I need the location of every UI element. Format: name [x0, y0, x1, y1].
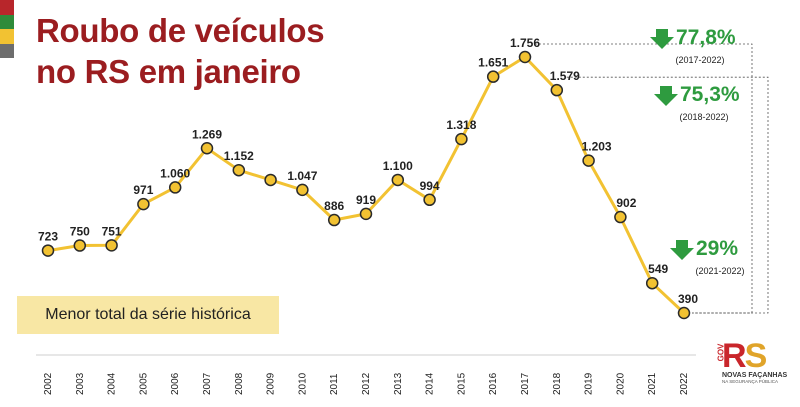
data-label: 750	[70, 225, 90, 239]
data-label: 549	[648, 262, 668, 276]
note-box: Menor total da série histórica	[17, 296, 279, 334]
x-tick-label: 2007	[202, 372, 213, 395]
data-label: 1.100	[383, 159, 413, 173]
flag-bar	[0, 0, 14, 58]
data-point	[455, 132, 468, 146]
x-tick-label: 2013	[393, 372, 404, 395]
pct-change-label: 77,8%	[676, 26, 736, 49]
data-label: 994	[420, 179, 440, 193]
data-label: 1.203	[582, 140, 612, 154]
data-point	[296, 183, 309, 197]
data-label: 751	[102, 224, 122, 238]
data-label: 886	[324, 199, 344, 213]
annotation-bracket	[566, 76, 769, 314]
data-point	[645, 276, 659, 290]
flag-stripe-yellow	[0, 29, 14, 44]
x-tick-label: 2012	[361, 372, 372, 395]
x-tick-label: 2022	[679, 372, 690, 395]
x-tick-label: 2004	[107, 372, 118, 395]
data-label: 1.318	[446, 118, 476, 132]
data-point	[73, 239, 87, 252]
flag-stripe-gray	[0, 43, 14, 58]
chart-title: Roubo de veículos no RS em janeiro	[36, 10, 325, 92]
data-point	[327, 213, 341, 227]
data-point	[41, 244, 55, 257]
logo-subtitle-small: NA SEGURANÇA PÚBLICA	[722, 379, 779, 384]
data-point	[232, 163, 246, 177]
logo-rs: RS	[722, 338, 792, 374]
data-point	[264, 173, 277, 187]
logo-r: R	[722, 337, 747, 375]
data-label: 1.269	[192, 127, 222, 141]
chart-title-line1: Roubo de veículos	[36, 12, 325, 49]
data-label: 390	[678, 292, 698, 306]
annotation-bracket	[535, 43, 753, 314]
data-point	[486, 70, 500, 83]
data-point	[105, 239, 118, 252]
x-tick-label: 2005	[138, 372, 149, 395]
logo-gov-text: GOV	[716, 343, 726, 362]
logo-subtitle: NOVAS FAÇANHAS	[722, 372, 788, 379]
data-point	[359, 207, 373, 221]
pct-change-label: 75,3%	[680, 83, 740, 106]
pct-change-label: 29%	[696, 237, 738, 260]
data-point	[582, 154, 595, 167]
x-tick-label: 2020	[615, 372, 626, 395]
note-text: Menor total da série histórica	[45, 306, 251, 323]
x-tick-label: 2006	[170, 372, 181, 395]
x-tick-label: 2009	[266, 372, 277, 395]
x-tick-label: 2016	[488, 372, 499, 395]
data-point	[137, 197, 150, 211]
x-tick-label: 2021	[647, 372, 658, 395]
data-point	[168, 181, 182, 194]
x-tick-label: 2014	[425, 372, 436, 395]
data-point	[391, 173, 405, 187]
x-tick-label: 2003	[75, 372, 86, 395]
data-label: 919	[356, 193, 376, 207]
data-point	[200, 142, 214, 155]
down-arrow-icon	[650, 29, 674, 49]
pct-range-label: (2018-2022)	[679, 112, 728, 122]
x-tick-label: 2010	[297, 372, 308, 395]
flag-stripe-green	[0, 14, 14, 29]
data-point	[550, 83, 564, 97]
data-point	[614, 210, 627, 224]
down-arrow-icon	[654, 86, 678, 106]
data-point	[677, 306, 691, 320]
x-tick-label: 2015	[456, 372, 467, 395]
data-label: 1.651	[478, 56, 508, 70]
data-label: 1.579	[550, 69, 580, 83]
data-label: 971	[133, 183, 153, 197]
data-label: 902	[616, 196, 636, 210]
data-label: 1.756	[510, 36, 540, 50]
data-label: 1.047	[287, 169, 317, 183]
x-tick-label: 2017	[520, 372, 531, 395]
x-tick-label: 2019	[584, 372, 595, 395]
flag-stripe-red	[0, 0, 14, 15]
chart-title-line2: no RS em janeiro	[36, 53, 301, 90]
x-tick-label: 2008	[234, 372, 245, 395]
pct-range-label: (2017-2022)	[675, 55, 724, 65]
x-tick-label: 2011	[329, 373, 340, 395]
x-tick-label: 2018	[552, 372, 563, 395]
data-point	[518, 50, 532, 64]
data-label: 723	[38, 230, 58, 244]
data-label: 1.152	[224, 149, 254, 163]
rs-logo: GOV RS NOVAS FAÇANHAS NA SEGURANÇA PÚBLI…	[716, 338, 792, 404]
x-tick-label: 2002	[43, 372, 54, 395]
data-label: 1.060	[160, 166, 190, 180]
data-point	[423, 193, 436, 207]
down-arrow-icon	[670, 240, 694, 260]
logo-s: S	[744, 337, 768, 375]
pct-range-label: (2021-2022)	[695, 266, 744, 276]
